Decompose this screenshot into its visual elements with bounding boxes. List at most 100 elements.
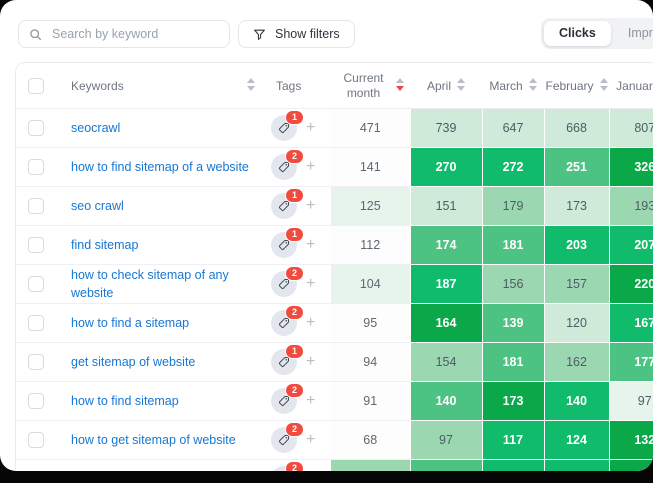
column-header-april[interactable]: April xyxy=(410,63,482,109)
row-checkbox[interactable] xyxy=(28,119,44,136)
row-checkbox[interactable] xyxy=(28,353,44,370)
tag-button[interactable]: 1 xyxy=(271,227,304,258)
keyword-link[interactable]: seocrawl xyxy=(71,121,121,135)
tag-button[interactable]: 2 xyxy=(271,383,304,414)
column-header-march[interactable]: March xyxy=(482,63,544,109)
tag-button[interactable]: 1 xyxy=(271,188,304,219)
row-checkbox[interactable] xyxy=(28,275,44,292)
keyword-cell: how to find sitemap xyxy=(56,381,261,421)
month-value-cell: 220 xyxy=(608,264,653,304)
month-value-cell: 203 xyxy=(543,225,609,265)
show-filters-button[interactable]: Show filters xyxy=(238,20,355,48)
current-month-value-cell: 104 xyxy=(331,264,410,304)
month-value-cell: 177 xyxy=(608,342,653,382)
row-checkbox[interactable] xyxy=(28,431,44,448)
keyword-link[interactable]: how to find sitemap of a website xyxy=(71,160,249,174)
month-column-label: February xyxy=(545,78,594,93)
column-header-february[interactable]: February xyxy=(544,63,609,109)
search-box[interactable] xyxy=(18,20,230,48)
keyword-link[interactable]: how to find a sitemap xyxy=(71,316,190,330)
table-row: how to check sitemap of any website 2 +104… xyxy=(16,264,653,304)
row-checkbox[interactable] xyxy=(28,392,44,409)
keyword-link[interactable]: get sitemap of website xyxy=(71,355,196,369)
tag-button[interactable]: 2 xyxy=(271,266,304,297)
tag-count-badge: 2 xyxy=(285,149,304,164)
add-tag-button[interactable]: + xyxy=(306,353,316,370)
tag-icon xyxy=(278,318,289,329)
column-header-keywords[interactable]: Keywords xyxy=(56,63,261,109)
show-filters-label: Show filters xyxy=(275,27,340,41)
tag-button[interactable]: 2 xyxy=(271,305,304,336)
tag-count-badge: 2 xyxy=(285,461,304,471)
add-tag-button[interactable]: + xyxy=(306,431,316,448)
sort-icon-april[interactable] xyxy=(457,77,465,94)
tags-cell: 2+ xyxy=(261,420,331,460)
tag-button[interactable]: 2 xyxy=(271,461,304,471)
keyword-link[interactable]: how to get sitemap of website xyxy=(71,433,236,447)
month-value-cell xyxy=(409,459,482,471)
add-tag-button[interactable]: + xyxy=(306,236,316,253)
column-header-january[interactable]: January xyxy=(609,63,653,109)
add-tag-button[interactable]: + xyxy=(306,275,316,292)
month-value-cell: 251 xyxy=(543,147,609,187)
current-month-value-cell: 471 xyxy=(331,108,410,148)
keyword-link[interactable]: how to check sitemap of any website xyxy=(71,268,229,300)
row-checkbox[interactable] xyxy=(28,197,44,214)
tag-button[interactable]: 2 xyxy=(271,422,304,453)
tag-button[interactable]: 1 xyxy=(271,344,304,375)
month-value-cell: 164 xyxy=(409,303,482,343)
keyword-link[interactable]: find sitemap xyxy=(71,238,139,252)
month-value-cell: 167 xyxy=(608,303,653,343)
tag-count-badge: 2 xyxy=(285,266,304,281)
tag-count-badge: 2 xyxy=(285,305,304,320)
sort-icon-february[interactable] xyxy=(599,77,608,94)
month-value-cell: 181 xyxy=(481,342,544,382)
tag-button[interactable]: 1 xyxy=(271,110,304,141)
row-checkbox-cell xyxy=(16,420,56,460)
row-checkbox-cell xyxy=(16,108,56,148)
row-checkbox-cell xyxy=(16,381,56,421)
row-checkbox-cell xyxy=(16,225,56,265)
add-tag-button[interactable]: + xyxy=(306,158,316,175)
toggle-clicks[interactable]: Clicks xyxy=(544,21,611,46)
tag-count-badge: 2 xyxy=(285,422,304,437)
column-header-current-month[interactable]: Current month xyxy=(331,63,410,109)
month-value-cell: 157 xyxy=(543,264,609,304)
tag-button[interactable]: 2 xyxy=(271,149,304,180)
month-value-cell: 173 xyxy=(543,186,609,226)
toggle-impressions[interactable]: Impressions xyxy=(627,26,653,40)
sort-icon-current-month-desc[interactable] xyxy=(395,77,404,94)
tags-cell: 1 + xyxy=(261,342,331,382)
add-tag-button[interactable]: + xyxy=(306,197,316,214)
keyword-link[interactable]: how to find sitemap xyxy=(71,394,179,408)
month-column-label: March xyxy=(489,78,523,93)
row-checkbox[interactable] xyxy=(28,158,44,175)
row-checkbox[interactable] xyxy=(28,314,44,331)
select-all-checkbox[interactable] xyxy=(28,77,44,94)
month-value-cell: 807 xyxy=(608,108,653,148)
search-input[interactable] xyxy=(50,26,219,42)
add-tag-button[interactable]: + xyxy=(306,314,316,331)
month-value-cell: 140 xyxy=(409,381,482,421)
row-checkbox-cell xyxy=(16,186,56,226)
sort-icon-keywords[interactable] xyxy=(247,77,255,94)
keyword-cell: find sitemap xyxy=(56,225,261,265)
tag-count-badge: 1 xyxy=(285,344,304,359)
add-tag-button[interactable]: + xyxy=(306,119,316,136)
month-column-label: January xyxy=(616,78,653,93)
keyword-cell: seocrawl xyxy=(56,108,261,148)
tag-count-badge: 1 xyxy=(285,227,304,242)
keyword-cell: seo crawl xyxy=(56,186,261,226)
row-checkbox[interactable] xyxy=(28,236,44,253)
sort-icon-march[interactable] xyxy=(528,77,537,94)
current-month-value-cell: 94 xyxy=(331,342,410,382)
add-tag-button[interactable]: + xyxy=(306,392,316,409)
month-value-cell xyxy=(481,459,544,471)
row-checkbox-cell xyxy=(16,342,56,382)
month-value-cell: 97 xyxy=(409,420,482,460)
current-month-value-cell: 125 xyxy=(331,186,410,226)
tag-icon xyxy=(278,279,289,290)
tags-cell: 2+ xyxy=(261,264,331,304)
column-header-tags: Tags xyxy=(261,63,331,109)
keyword-link[interactable]: seo crawl xyxy=(71,199,124,213)
